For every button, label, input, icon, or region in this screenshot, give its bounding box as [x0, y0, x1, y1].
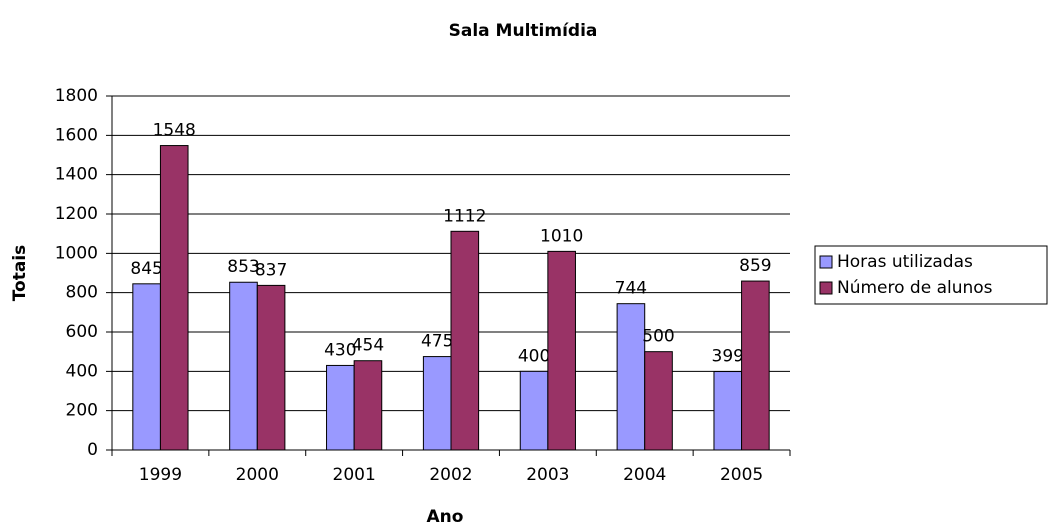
- y-tick-label: 400: [66, 361, 98, 381]
- y-tick-label: 1800: [55, 86, 98, 106]
- value-label: 500: [642, 327, 674, 347]
- bar: [353, 360, 383, 451]
- chart-title: Sala Multimídia: [449, 21, 598, 41]
- x-tick-label: 1999: [139, 465, 182, 485]
- legend-swatch: [819, 255, 833, 269]
- value-label: 1548: [153, 121, 196, 141]
- y-tick-label: 1600: [55, 125, 98, 145]
- y-tick-label: 1400: [55, 165, 98, 185]
- y-tick-label: 0: [87, 440, 98, 460]
- bar: [229, 281, 258, 451]
- legend-box: [814, 245, 1048, 305]
- bar: [159, 145, 189, 451]
- y-tick-label: 1200: [55, 204, 98, 224]
- value-label: 400: [518, 346, 550, 366]
- y-axis-label: Totais: [10, 245, 30, 302]
- y-tick-label: 1000: [55, 243, 98, 263]
- x-tick-label: 2002: [429, 465, 472, 485]
- value-label: 845: [130, 259, 162, 279]
- bar: [713, 371, 743, 451]
- value-label: 859: [739, 256, 771, 276]
- x-tick-label: 2005: [720, 465, 763, 485]
- bar: [450, 230, 480, 451]
- value-label: 853: [227, 257, 259, 277]
- legend-swatch: [819, 281, 833, 295]
- value-label: 399: [712, 347, 744, 367]
- value-label: 744: [615, 279, 647, 299]
- x-tick-label: 2001: [333, 465, 376, 485]
- bar: [422, 356, 452, 451]
- bar: [256, 284, 286, 451]
- value-label: 1010: [540, 226, 583, 246]
- bar: [519, 370, 549, 451]
- value-label: 475: [421, 332, 453, 352]
- x-tick-label: 2000: [236, 465, 279, 485]
- bar: [616, 303, 646, 451]
- legend-label: Número de alunos: [837, 278, 993, 298]
- value-label: 430: [324, 340, 356, 360]
- x-tick-label: 2004: [623, 465, 666, 485]
- bar: [326, 364, 355, 451]
- bar: [132, 283, 161, 451]
- y-tick-label: 200: [66, 401, 98, 421]
- value-label: 837: [255, 260, 287, 280]
- y-tick-label: 800: [66, 283, 98, 303]
- bar: [741, 280, 770, 451]
- bar: [547, 250, 576, 451]
- value-label: 1112: [443, 206, 486, 226]
- y-tick-label: 600: [66, 322, 98, 342]
- bar: [644, 351, 673, 451]
- legend-label: Horas utilizadas: [837, 252, 973, 272]
- x-tick-label: 2003: [526, 465, 569, 485]
- value-label: 454: [352, 336, 384, 356]
- x-axis-label: Ano: [427, 507, 464, 526]
